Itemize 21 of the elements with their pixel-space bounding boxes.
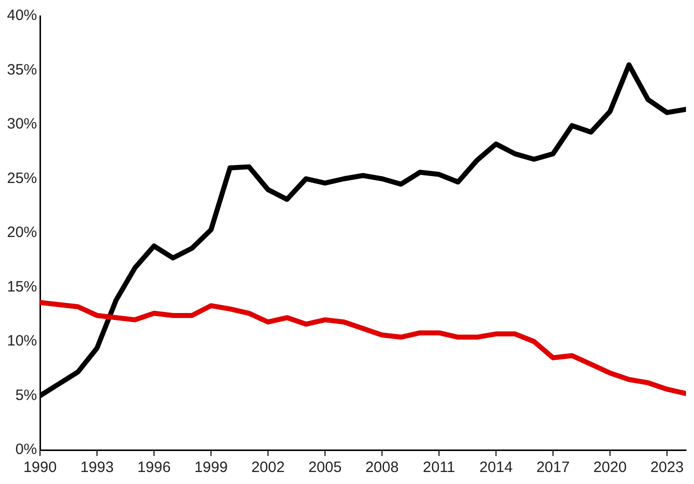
y-tick-label: 40% bbox=[6, 7, 38, 24]
x-tick-label: 2011 bbox=[422, 459, 456, 476]
y-tick-label: 0% bbox=[15, 441, 38, 458]
x-tick-label: 2014 bbox=[479, 459, 513, 476]
y-tick-label: 35% bbox=[6, 61, 38, 78]
x-tick-label: 2005 bbox=[308, 459, 342, 476]
x-tick-label: 2020 bbox=[593, 459, 627, 476]
x-tick-label: 1999 bbox=[194, 459, 228, 476]
y-tick-label: 15% bbox=[6, 278, 38, 296]
x-tick-label: 2017 bbox=[536, 459, 570, 476]
y-tick-label: 25% bbox=[6, 170, 38, 187]
y-tick-label: 30% bbox=[6, 116, 38, 133]
x-tick-label: 2002 bbox=[251, 459, 285, 476]
y-tick-label: 5% bbox=[15, 386, 38, 404]
x-tick-label: 1990 bbox=[23, 459, 57, 476]
y-tick-label: 10% bbox=[6, 332, 38, 350]
x-tick-label: 1993 bbox=[80, 459, 114, 476]
x-tick-label: 2023 bbox=[650, 459, 684, 476]
y-tick-label: 20% bbox=[6, 224, 38, 242]
x-tick-label: 2008 bbox=[365, 459, 399, 476]
x-tick-label: 1996 bbox=[137, 459, 171, 476]
